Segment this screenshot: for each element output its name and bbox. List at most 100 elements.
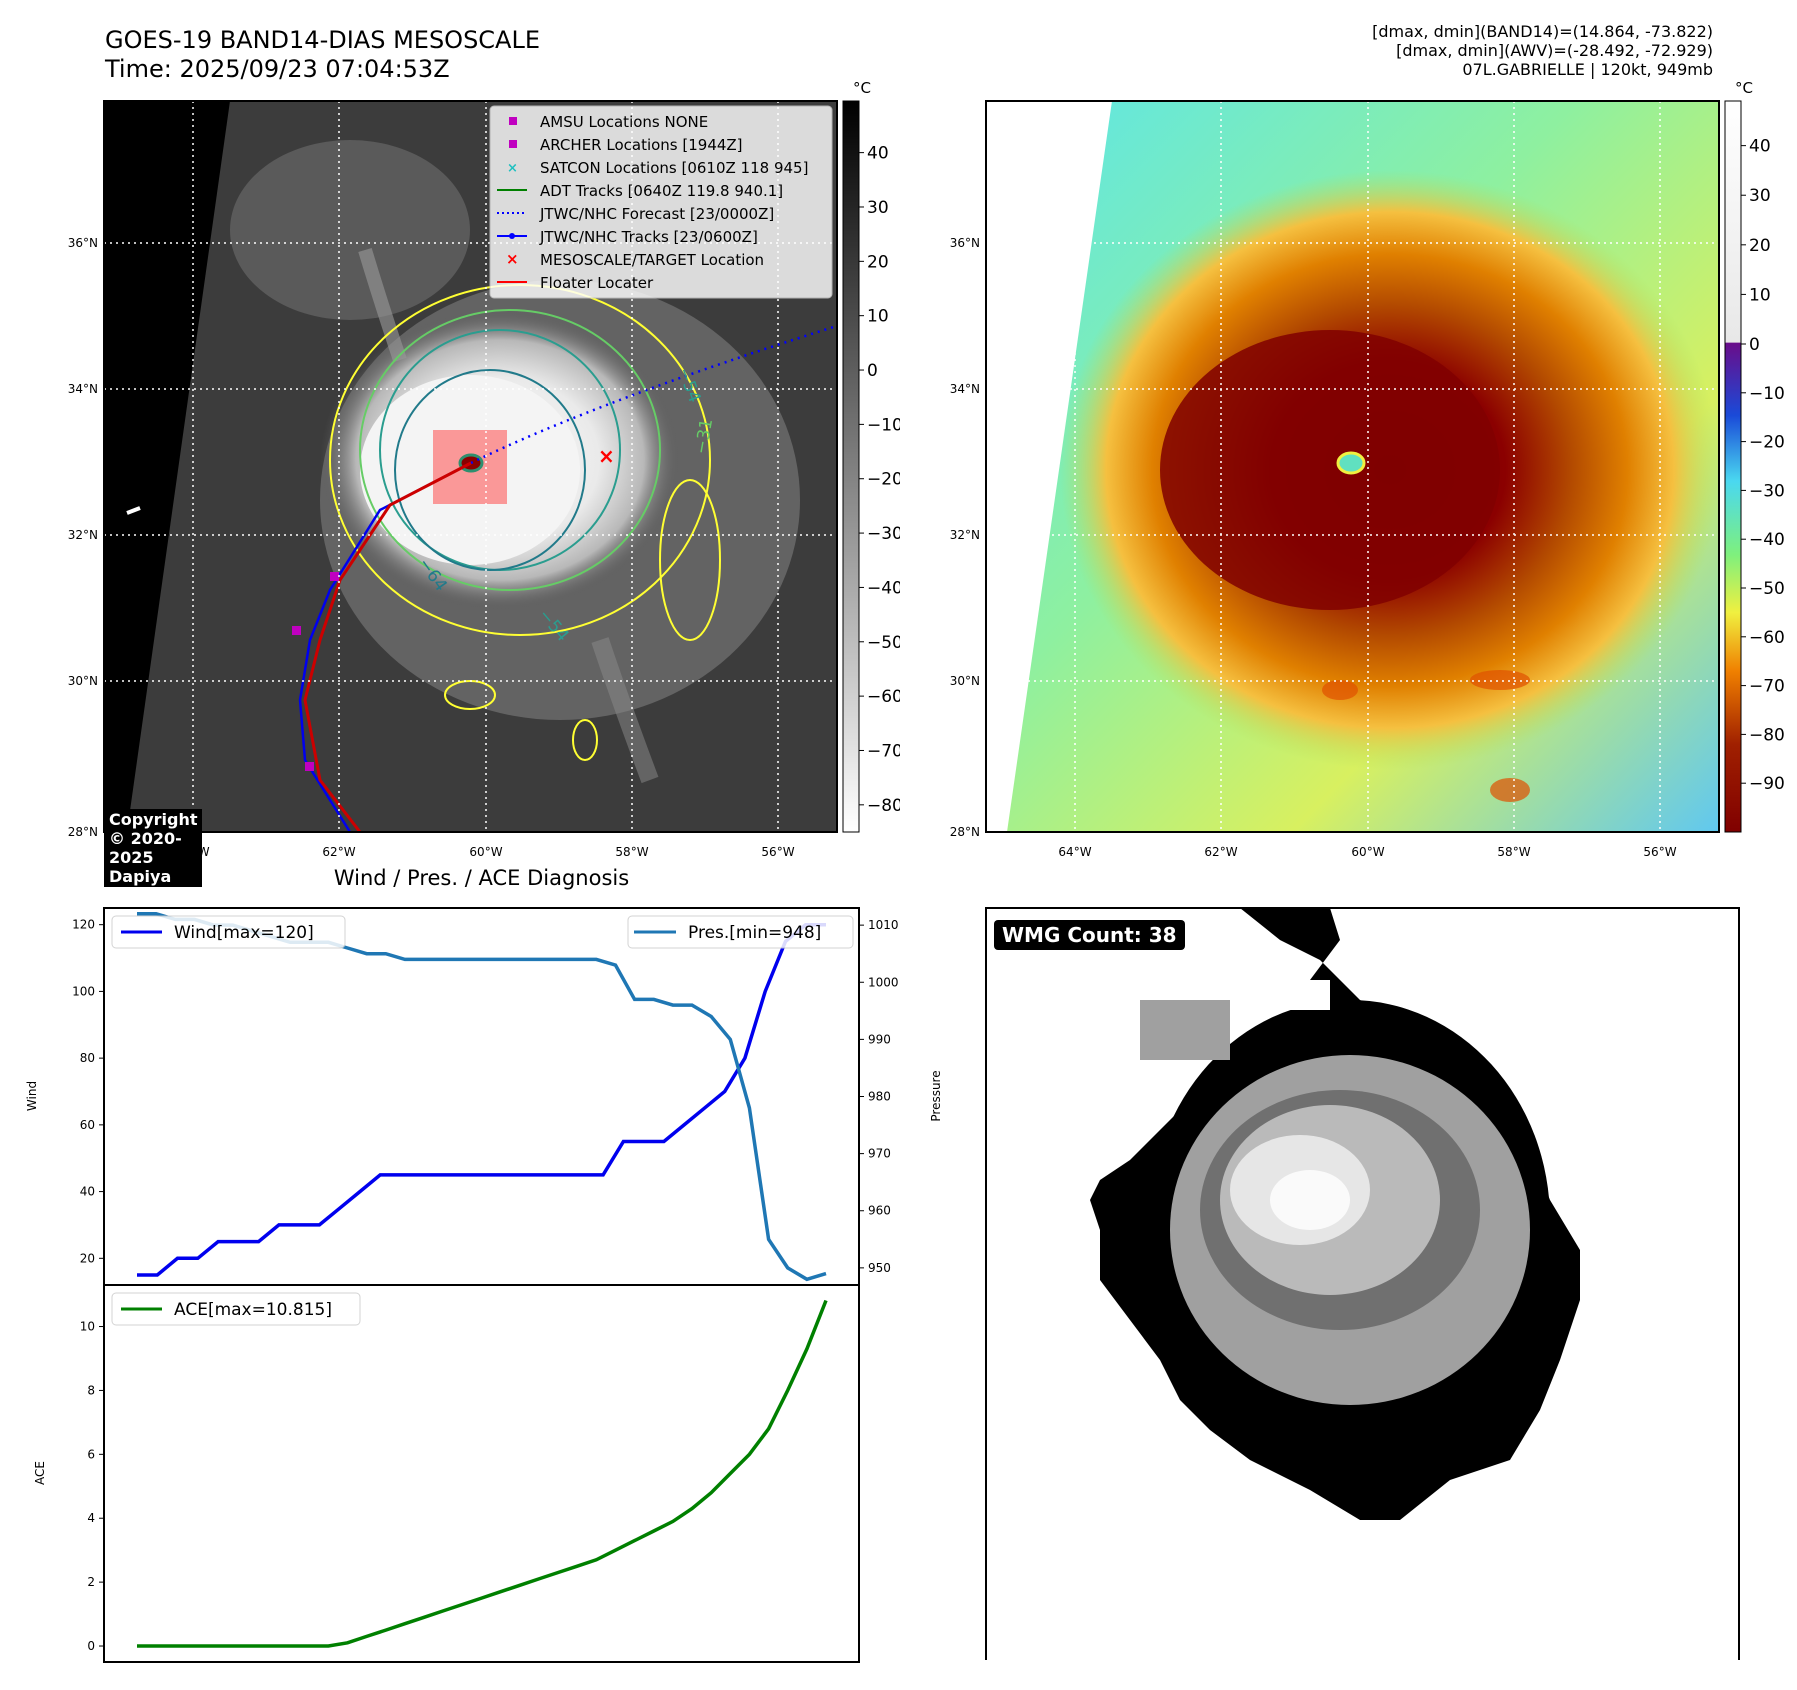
best-track	[298, 461, 472, 832]
diagnosis-chart: 20 40 60 80 100 120 950 960 970 980 990 1000 1010 0…	[25, 907, 943, 1663]
y-tick-label: 1000	[868, 975, 899, 989]
adt-track	[303, 461, 472, 832]
forecast-track	[470, 324, 837, 465]
y-tick-label: 970	[868, 1147, 891, 1161]
left-colorbar-unit: °C	[853, 79, 871, 97]
y-tick-label: 0	[87, 1639, 95, 1653]
lon-label: 60°W	[469, 845, 502, 859]
info-line-3: 07L.GABRIELLE | 120kt, 949mb	[1462, 60, 1713, 79]
y-tick-label: 80	[80, 1051, 95, 1065]
left-colorbar-ticks: 40 30 20 10 0 −10 −20 −30 −40 −50 −60 −70 −80	[859, 144, 900, 816]
colorbar-tick-label: −40	[867, 578, 900, 598]
colorbar-tick-label: 0	[1749, 335, 1760, 355]
series-line	[137, 1299, 828, 1648]
colorbar-tick-label: −10	[867, 415, 900, 435]
lon-label: 62°W	[322, 845, 355, 859]
y-tick-label: 1010	[868, 918, 899, 932]
svg-text:×: ×	[507, 161, 518, 176]
y-tick-label: 10	[80, 1320, 95, 1334]
title-line-1: GOES-19 BAND14-DIAS MESOSCALE	[105, 26, 541, 54]
colorbar-tick-label: −90	[1749, 774, 1785, 794]
wmg-count-text: WMG Count: 38	[1002, 923, 1177, 947]
y-tick-label: 990	[868, 1032, 891, 1046]
info-line-2: [dmax, dmin](AWV)=(-28.492, -72.929)	[1396, 41, 1713, 60]
colorbar-tick-label: −30	[867, 524, 900, 544]
title-line-2: Time: 2025/09/23 07:04:53Z	[105, 55, 450, 83]
lon-label: 58°W	[1497, 845, 1530, 859]
colorbar-tick-label: 20	[867, 252, 889, 272]
pressure-ylabel: Pressure	[929, 1070, 943, 1121]
y-tick-label: 100	[72, 984, 95, 998]
y-tick-label: 6	[87, 1447, 95, 1461]
y-tick-label: 980	[868, 1090, 891, 1104]
legend-satcon: SATCON Locations [0610Z 118 945]	[540, 159, 808, 177]
right-lat-labels: 36°N 34°N 32°N 30°N 28°N	[950, 236, 980, 839]
figure-title: GOES-19 BAND14-DIAS MESOSCALE Time: 2025…	[105, 26, 540, 84]
legend-forecast: JTWC/NHC Forecast [23/0000Z]	[539, 205, 774, 223]
colorbar-tick-label: −20	[867, 470, 900, 490]
wmg-pixel-map	[1090, 908, 1580, 1520]
lat-label: 28°N	[68, 825, 98, 839]
lat-label: 36°N	[950, 236, 980, 250]
colorbar-tick-label: 30	[1749, 186, 1771, 206]
legend-floater: Floater Locater	[540, 274, 654, 292]
wind-ylabel: Wind	[25, 1081, 39, 1111]
ace-legend-label: ACE[max=10.815]	[174, 1300, 332, 1320]
colorbar-tick-label: −50	[1749, 579, 1785, 599]
legend-tracks: JTWC/NHC Tracks [23/0600Z]	[539, 228, 758, 246]
y-tick-label: 60	[80, 1118, 95, 1132]
colorbar-tick-label: −40	[1749, 530, 1785, 550]
wmg-panel: WMG Count: 38	[985, 907, 1740, 1660]
right-lon-labels: 64°W 62°W 60°W 58°W 56°W	[1058, 845, 1676, 859]
contour-green	[359, 309, 661, 591]
lat-label: 30°N	[68, 674, 98, 688]
colorbar-tick-label: 30	[867, 198, 889, 218]
colorbar-tick-label: −60	[867, 687, 900, 707]
target-marker: ×	[598, 444, 615, 468]
ace-legend: ACE[max=10.815]	[111, 1292, 361, 1326]
colorbar-tick-label: −10	[1749, 384, 1785, 404]
colorbar-tick-label: −30	[1749, 481, 1785, 501]
wind-legend: Wind[max=120]	[111, 915, 346, 949]
right-colorbar-ticks: 40 30 20 10 0 −10 −20 −30 −40 −50 −60 −70 −80 −90	[1741, 137, 1785, 794]
svg-text:×: ×	[506, 250, 519, 268]
colorbar-tick-label: −80	[867, 796, 900, 816]
y-tick-label: 120	[72, 918, 95, 932]
colorbar-tick-label: 20	[1749, 236, 1771, 256]
wmg-count-badge: WMG Count: 38	[994, 920, 1185, 950]
lat-label: 34°N	[950, 382, 980, 396]
left-map: × −54 −31 −64 −54	[68, 79, 900, 859]
lat-label: 28°N	[950, 825, 980, 839]
copyright-notice: Copyright © 2020-2025 Dapiya	[104, 809, 203, 887]
colorbar-tick-label: 10	[1749, 285, 1771, 305]
contour-blue	[394, 369, 586, 571]
ace-ylabel: ACE	[33, 1461, 47, 1485]
colorbar-tick-label: −70	[1749, 677, 1785, 697]
colorbar-tick-label: 10	[867, 307, 889, 327]
lon-label: 60°W	[1351, 845, 1384, 859]
y-tick-label: 40	[80, 1185, 95, 1199]
colorbar-tick-label: −20	[1749, 433, 1785, 453]
y-tick-label: 950	[868, 1261, 891, 1275]
y-tick-label: 8	[87, 1383, 95, 1397]
right-map-gridlines	[986, 101, 1719, 832]
diagnosis-title: Wind / Pres. / ACE Diagnosis	[333, 866, 630, 890]
lon-label: 56°W	[1643, 845, 1676, 859]
left-colorbar	[842, 100, 860, 833]
colorbar-tick-label: −60	[1749, 628, 1785, 648]
colorbar-tick-label: −80	[1749, 725, 1785, 745]
colorbar-tick-label: −70	[867, 741, 900, 761]
lat-label: 32°N	[950, 528, 980, 542]
lat-label: 36°N	[68, 236, 98, 250]
legend-amsu: AMSU Locations NONE	[540, 113, 708, 131]
lat-label: 32°N	[68, 528, 98, 542]
storm-info: [dmax, dmin](BAND14)=(14.864, -73.822) […	[1113, 22, 1713, 79]
right-eye	[1336, 451, 1366, 475]
info-line-1: [dmax, dmin](BAND14)=(14.864, -73.822)	[1372, 22, 1713, 41]
colorbar-tick-label: −50	[867, 633, 900, 653]
legend-target: MESOSCALE/TARGET Location	[540, 251, 764, 269]
pressure-legend-label: Pres.[min=948]	[688, 923, 821, 943]
y-tick-label: 960	[868, 1204, 891, 1218]
series-line	[137, 922, 826, 1277]
lon-label: 64°W	[1058, 845, 1091, 859]
